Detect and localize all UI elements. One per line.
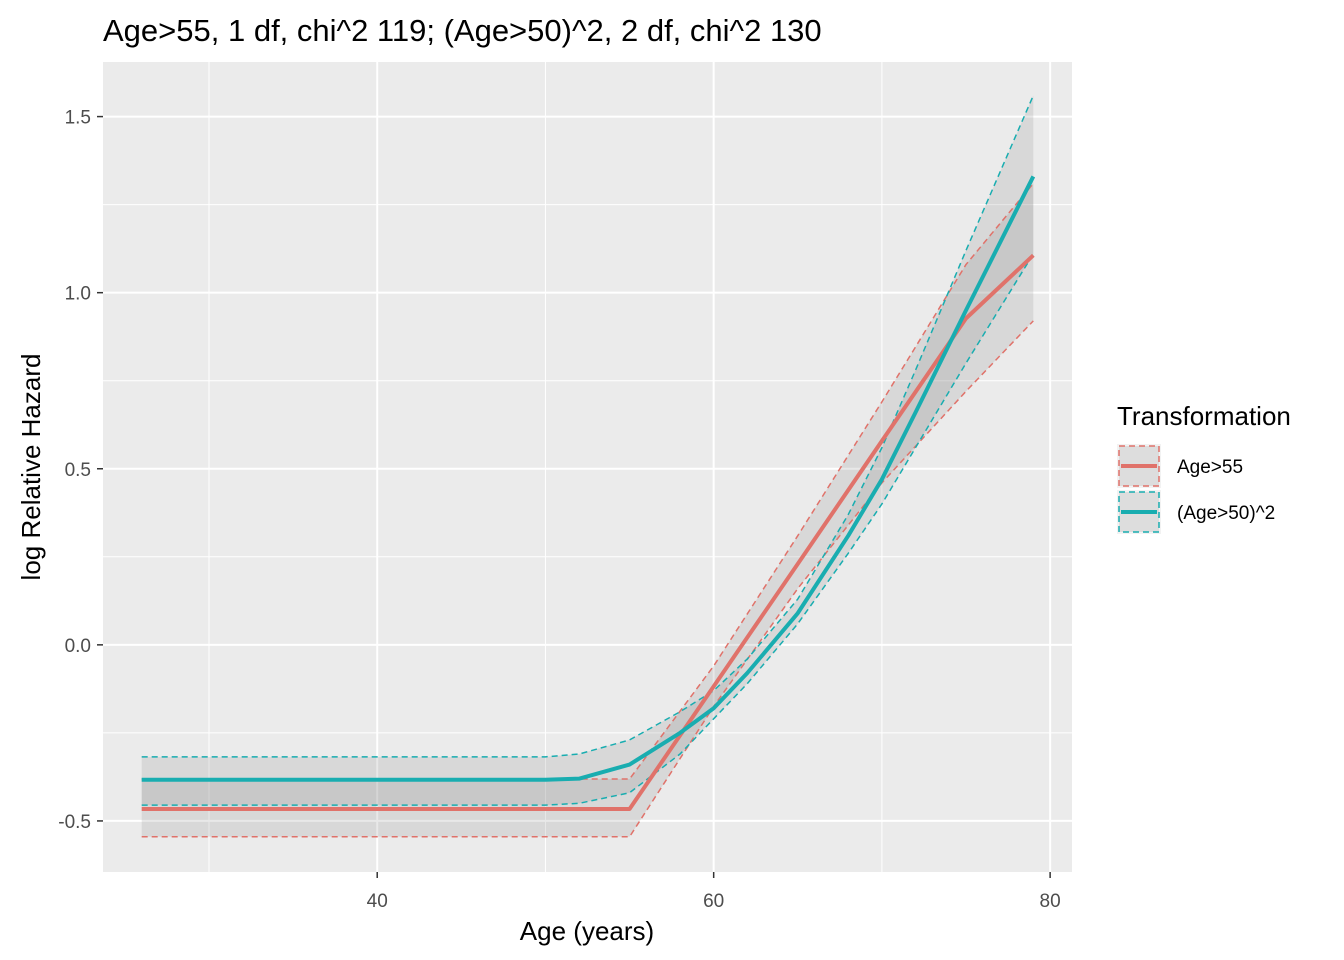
plot-panel xyxy=(103,62,1072,872)
y-tick-label: -0.5 xyxy=(58,812,91,833)
legend-label: (Age>50)^2 xyxy=(1177,503,1275,524)
x-tick-label: 40 xyxy=(367,891,388,912)
legend: Transformation Age>55 (Age>50)^2 xyxy=(1117,401,1291,534)
chart-title: Age>55, 1 df, chi^2 119; (Age>50)^2, 2 d… xyxy=(103,13,822,48)
y-tick-label: 0.0 xyxy=(65,636,91,657)
x-tick-label: 80 xyxy=(1040,891,1061,912)
lower-bound-line-0 xyxy=(141,320,1034,838)
y-tick-label: 1.0 xyxy=(65,284,91,305)
x-axis: 40 60 80 xyxy=(367,872,1061,912)
y-tick-label: 0.5 xyxy=(65,460,91,481)
x-axis-title: Age (years) xyxy=(520,916,654,946)
upper-bound-line-0 xyxy=(141,183,1034,780)
confidence-ribbons xyxy=(141,95,1034,837)
lower-bound-line-1 xyxy=(141,253,1034,806)
legend-title: Transformation xyxy=(1117,401,1291,431)
y-axis-title: log Relative Hazard xyxy=(16,354,46,581)
confidence-ribbon-0 xyxy=(141,183,1034,837)
legend-label: Age>55 xyxy=(1177,457,1243,478)
series-lines xyxy=(141,175,1036,811)
y-axis: -0.5 0.0 0.5 1.0 1.5 xyxy=(58,108,103,833)
series-line-0 xyxy=(141,253,1035,811)
series-line-1 xyxy=(141,175,1036,782)
grid-lines xyxy=(103,62,1072,872)
y-tick-label: 1.5 xyxy=(65,108,91,129)
x-tick-label: 60 xyxy=(703,891,724,912)
